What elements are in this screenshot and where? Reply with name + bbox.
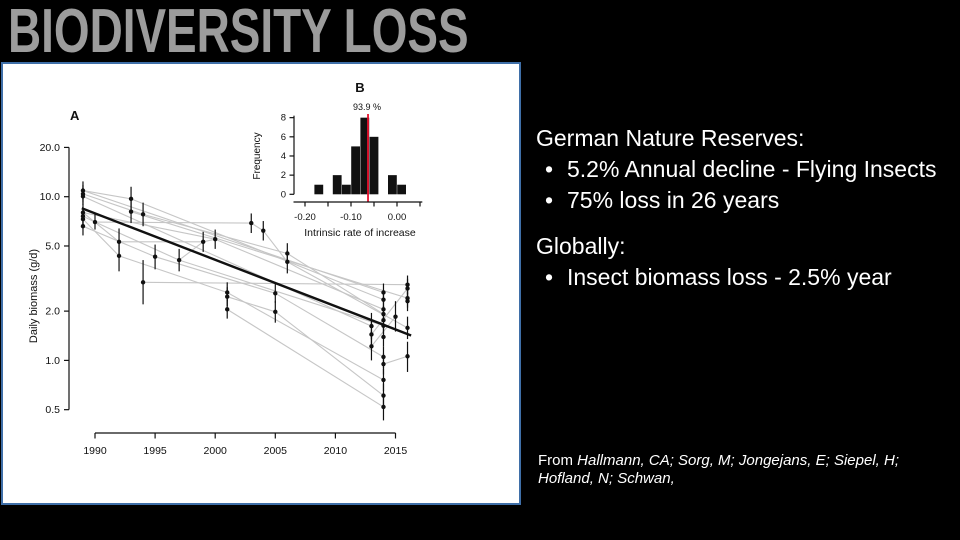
- svg-text:-0.20: -0.20: [294, 212, 316, 223]
- bullet-item: • Insect biomass loss - 2.5% year: [536, 262, 960, 293]
- svg-text:-0.10: -0.10: [340, 212, 362, 223]
- svg-text:A: A: [70, 108, 80, 123]
- svg-text:2010: 2010: [324, 445, 348, 457]
- svg-text:0.00: 0.00: [388, 212, 407, 223]
- section-heading: Globally:: [536, 233, 626, 259]
- svg-text:2015: 2015: [384, 445, 408, 457]
- svg-text:B: B: [355, 80, 364, 95]
- svg-text:Frequency: Frequency: [252, 132, 263, 179]
- svg-text:2005: 2005: [264, 445, 288, 457]
- bullet-text: 75% loss in 26 years: [567, 187, 780, 213]
- biomass-decline-chart: 20.0 10.0 5.0 2.0 1.0 0.5 Daily biomass (g/d) 1…: [28, 80, 423, 457]
- svg-text:5.0: 5.0: [45, 240, 60, 252]
- globally-section: Globally: • Insect biomass loss - 2.5% y…: [536, 231, 960, 293]
- svg-text:0.5: 0.5: [45, 404, 60, 416]
- svg-text:1990: 1990: [83, 445, 107, 457]
- bullet-text: Insect biomass loss - 2.5% year: [567, 264, 892, 290]
- bullet-icon: •: [545, 264, 554, 290]
- figure-panel: 20.0 10.0 5.0 2.0 1.0 0.5 Daily biomass (g/d) 1…: [1, 62, 521, 505]
- svg-text:4: 4: [281, 151, 286, 162]
- citation-prefix: From: [538, 452, 578, 469]
- svg-text:6: 6: [281, 132, 286, 143]
- bullet-item: • 75% loss in 26 years: [536, 185, 960, 216]
- svg-text:Intrinsic rate of increase: Intrinsic rate of increase: [304, 227, 416, 239]
- svg-text:93.9 %: 93.9 %: [353, 102, 381, 112]
- citation: From Hallmann, CA; Sorg, M; Jongejans, E…: [538, 452, 938, 488]
- svg-text:2.0: 2.0: [45, 306, 60, 318]
- svg-text:20.0: 20.0: [40, 142, 61, 154]
- bullet-text: 5.2% Annual decline - Flying Insects: [567, 156, 937, 182]
- german-reserves-section: German Nature Reserves: • 5.2% Annual de…: [536, 123, 960, 216]
- svg-text:10.0: 10.0: [40, 191, 61, 203]
- bullet-icon: •: [545, 187, 554, 213]
- svg-text:2: 2: [281, 170, 286, 181]
- svg-text:1.0: 1.0: [45, 355, 60, 367]
- section-heading: German Nature Reserves:: [536, 125, 805, 151]
- svg-text:8: 8: [281, 113, 286, 124]
- svg-text:Daily biomass (g/d): Daily biomass (g/d): [28, 249, 40, 343]
- bullet-icon: •: [545, 156, 554, 182]
- svg-text:1995: 1995: [143, 445, 167, 457]
- svg-text:2000: 2000: [204, 445, 228, 457]
- svg-text:0: 0: [281, 189, 286, 200]
- slide-title: BIODIVERSITY LOSS: [8, 0, 469, 66]
- bullet-item: • 5.2% Annual decline - Flying Insects: [536, 154, 960, 185]
- citation-authors: Hallmann, CA; Sorg, M; Jongejans, E; Sie…: [538, 452, 899, 487]
